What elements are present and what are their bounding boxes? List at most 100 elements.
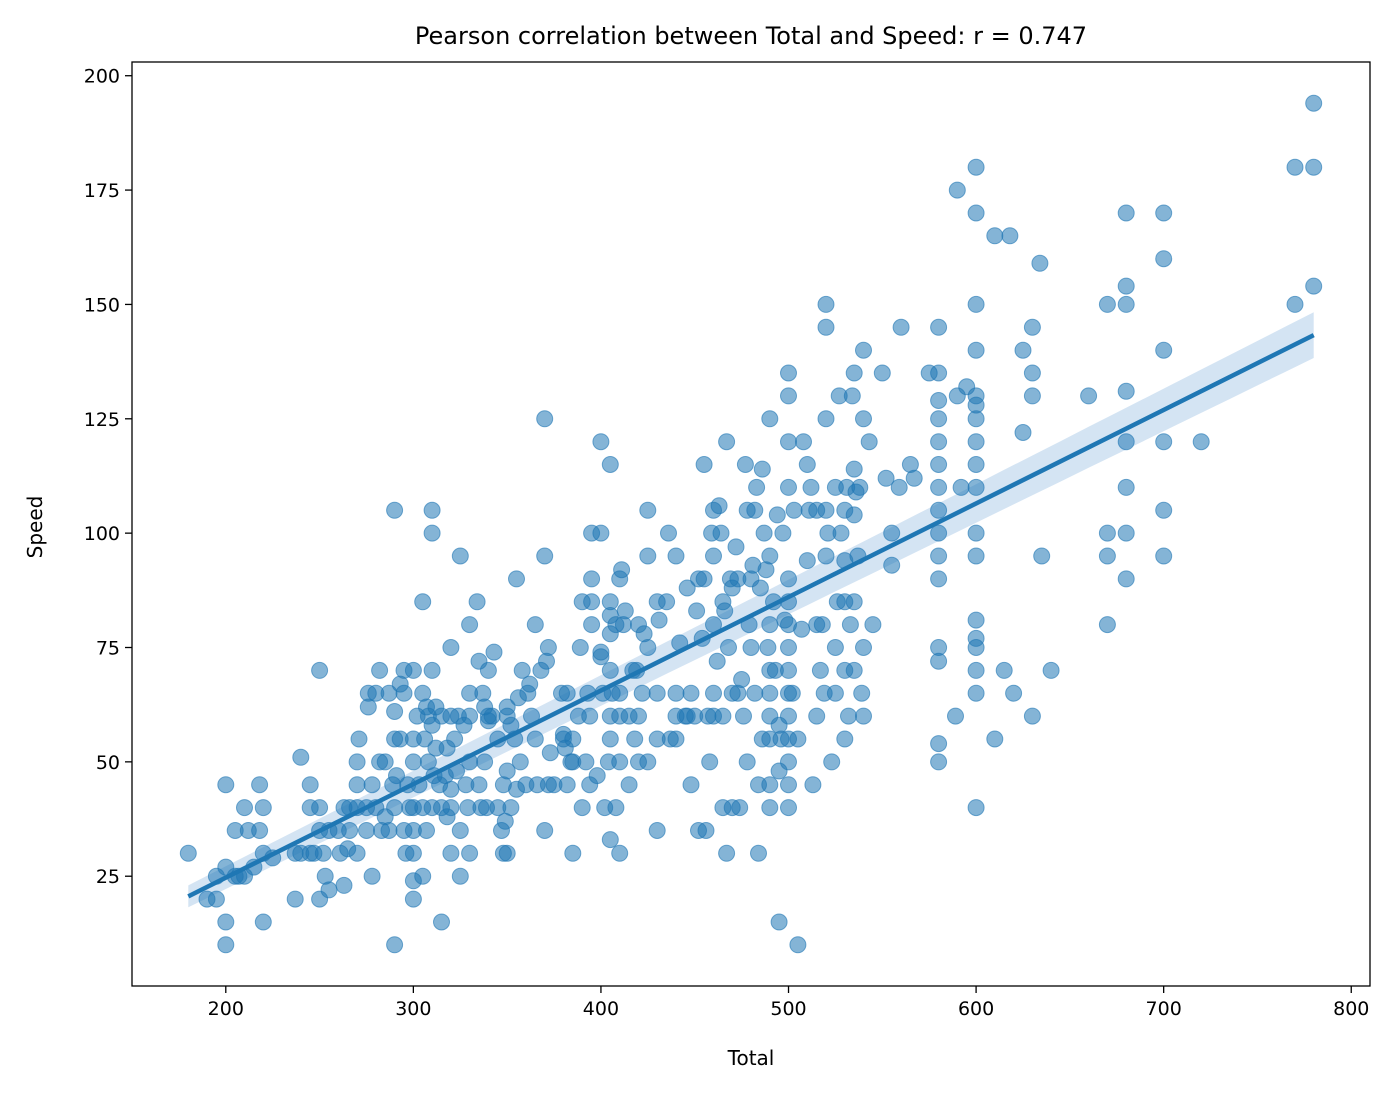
scatter-points xyxy=(179,94,1323,954)
data-point xyxy=(947,707,964,725)
data-point xyxy=(798,552,816,570)
data-point xyxy=(930,410,948,428)
data-point xyxy=(1192,433,1210,451)
data-point xyxy=(1305,277,1323,295)
data-point xyxy=(388,767,405,785)
data-point xyxy=(1098,547,1116,565)
data-point xyxy=(404,753,422,771)
x-tick-label: 800 xyxy=(1333,998,1369,1020)
data-point xyxy=(986,227,1004,245)
data-point xyxy=(1117,524,1135,542)
data-point xyxy=(780,433,797,451)
data-point xyxy=(930,318,948,336)
data-point xyxy=(314,844,332,862)
data-point xyxy=(712,524,730,542)
data-point xyxy=(380,822,398,839)
data-point xyxy=(930,364,948,382)
chart-title: Pearson correlation between Total and Sp… xyxy=(415,22,1087,50)
data-point xyxy=(1117,433,1135,451)
data-point xyxy=(470,776,488,794)
data-point xyxy=(611,684,629,702)
data-point xyxy=(348,844,366,862)
y-axis-label: Speed xyxy=(23,496,47,559)
data-point xyxy=(511,753,529,771)
data-point xyxy=(780,478,797,496)
data-point xyxy=(611,844,629,862)
data-point xyxy=(1098,616,1116,634)
data-point xyxy=(1023,387,1041,405)
data-point xyxy=(1042,661,1060,679)
data-point xyxy=(335,876,353,894)
data-point xyxy=(761,410,779,428)
data-point xyxy=(1155,341,1173,359)
data-point xyxy=(746,501,764,519)
data-point xyxy=(526,616,544,634)
data-point xyxy=(667,684,685,702)
data-point xyxy=(648,822,666,839)
y-axis-ticks: 25 50 75 100 125 150 175 200 xyxy=(84,66,132,888)
data-point xyxy=(967,524,985,542)
data-point xyxy=(320,881,338,899)
data-point xyxy=(1155,433,1173,451)
data-point xyxy=(414,593,432,611)
data-point xyxy=(446,730,464,748)
data-point xyxy=(639,753,657,771)
data-point xyxy=(581,707,599,725)
data-point xyxy=(286,890,304,908)
data-point xyxy=(1031,254,1049,272)
data-point xyxy=(718,844,736,862)
data-point xyxy=(251,822,269,839)
data-point xyxy=(254,799,272,817)
data-point xyxy=(423,524,441,542)
data-point xyxy=(1014,424,1032,441)
data-point xyxy=(808,707,826,725)
data-point xyxy=(639,547,657,565)
data-point xyxy=(386,936,404,954)
data-point xyxy=(592,643,610,661)
data-point xyxy=(1033,547,1051,565)
data-point xyxy=(930,524,948,542)
data-point xyxy=(1117,295,1135,313)
data-point xyxy=(348,753,366,771)
data-point xyxy=(750,844,767,862)
data-point xyxy=(826,639,844,656)
data-point xyxy=(817,295,835,313)
data-point xyxy=(363,776,381,794)
data-point xyxy=(770,913,788,931)
data-point xyxy=(461,616,479,634)
data-point xyxy=(583,593,601,611)
data-point xyxy=(845,364,863,382)
data-point xyxy=(817,318,835,336)
data-point xyxy=(1080,387,1098,405)
data-point xyxy=(217,913,235,931)
data-point xyxy=(755,524,773,542)
data-point xyxy=(526,730,544,748)
data-point xyxy=(667,547,685,565)
data-point xyxy=(639,639,657,656)
data-point xyxy=(1117,570,1135,588)
data-point xyxy=(1155,547,1173,565)
data-point xyxy=(930,478,948,496)
data-point xyxy=(1286,295,1304,313)
data-point xyxy=(930,392,948,409)
data-point xyxy=(877,469,895,487)
data-point xyxy=(613,561,631,579)
data-point xyxy=(761,776,779,794)
data-point xyxy=(1001,227,1019,245)
data-point xyxy=(785,501,803,519)
data-point xyxy=(601,831,619,849)
data-point xyxy=(536,547,554,565)
data-point xyxy=(461,844,479,862)
data-point xyxy=(780,364,797,382)
data-point xyxy=(1155,501,1173,519)
data-point xyxy=(930,456,948,473)
data-point xyxy=(1023,364,1041,382)
data-point xyxy=(536,822,554,839)
data-point xyxy=(577,753,595,771)
data-point xyxy=(753,460,771,478)
data-point xyxy=(536,410,554,428)
data-point xyxy=(817,547,835,565)
data-point xyxy=(873,364,891,382)
data-point xyxy=(564,844,582,862)
data-point xyxy=(588,767,606,785)
